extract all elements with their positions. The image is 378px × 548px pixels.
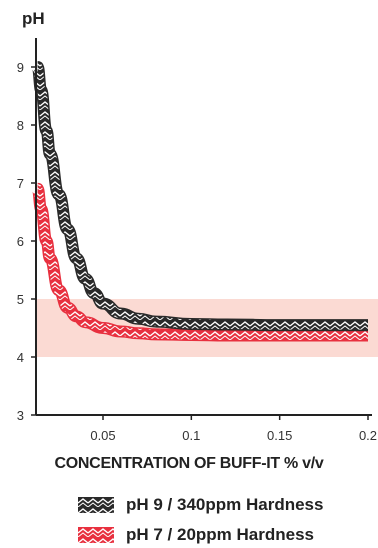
legend-label-ph9: pH 9 / 340ppm Hardness [126, 495, 324, 514]
y-tick-label: 7 [17, 176, 24, 191]
y-tick-label: 5 [17, 292, 24, 307]
series-pattern-ph9 [33, 62, 369, 330]
legend-swatch-ph9 [78, 497, 114, 513]
y-ticks: 3 4 5 6 7 8 9 [17, 60, 36, 423]
y-tick-label: 9 [17, 60, 24, 75]
x-tick-label: 0.05 [90, 428, 115, 443]
legend-item-ph7: pH 7 / 20ppm Hardness [78, 522, 314, 548]
y-tick-label: 3 [17, 408, 24, 423]
series-pattern-ph7 [33, 184, 368, 341]
y-tick-label: 4 [17, 350, 24, 365]
legend-item-ph9: pH 9 / 340ppm Hardness [78, 492, 323, 518]
x-tick-label: 0.15 [267, 428, 292, 443]
x-ticks: 0.05 0.1 0.15 0.2 [90, 415, 377, 443]
legend-swatch-ph7 [78, 527, 114, 543]
y-axis-label: pH [22, 9, 45, 28]
y-tick-label: 6 [17, 234, 24, 249]
legend-label-ph7: pH 7 / 20ppm Hardness [126, 525, 315, 544]
chart: 3 4 5 6 7 8 9 0.05 0.1 0.15 0.2 pH [17, 9, 378, 443]
x-axis-label: CONCENTRATION OF BUFF-IT % v/v [54, 455, 324, 472]
series-layer [31, 61, 369, 342]
y-tick-label: 8 [17, 118, 24, 133]
x-tick-label: 0.2 [359, 428, 377, 443]
x-tick-label: 0.1 [182, 428, 200, 443]
